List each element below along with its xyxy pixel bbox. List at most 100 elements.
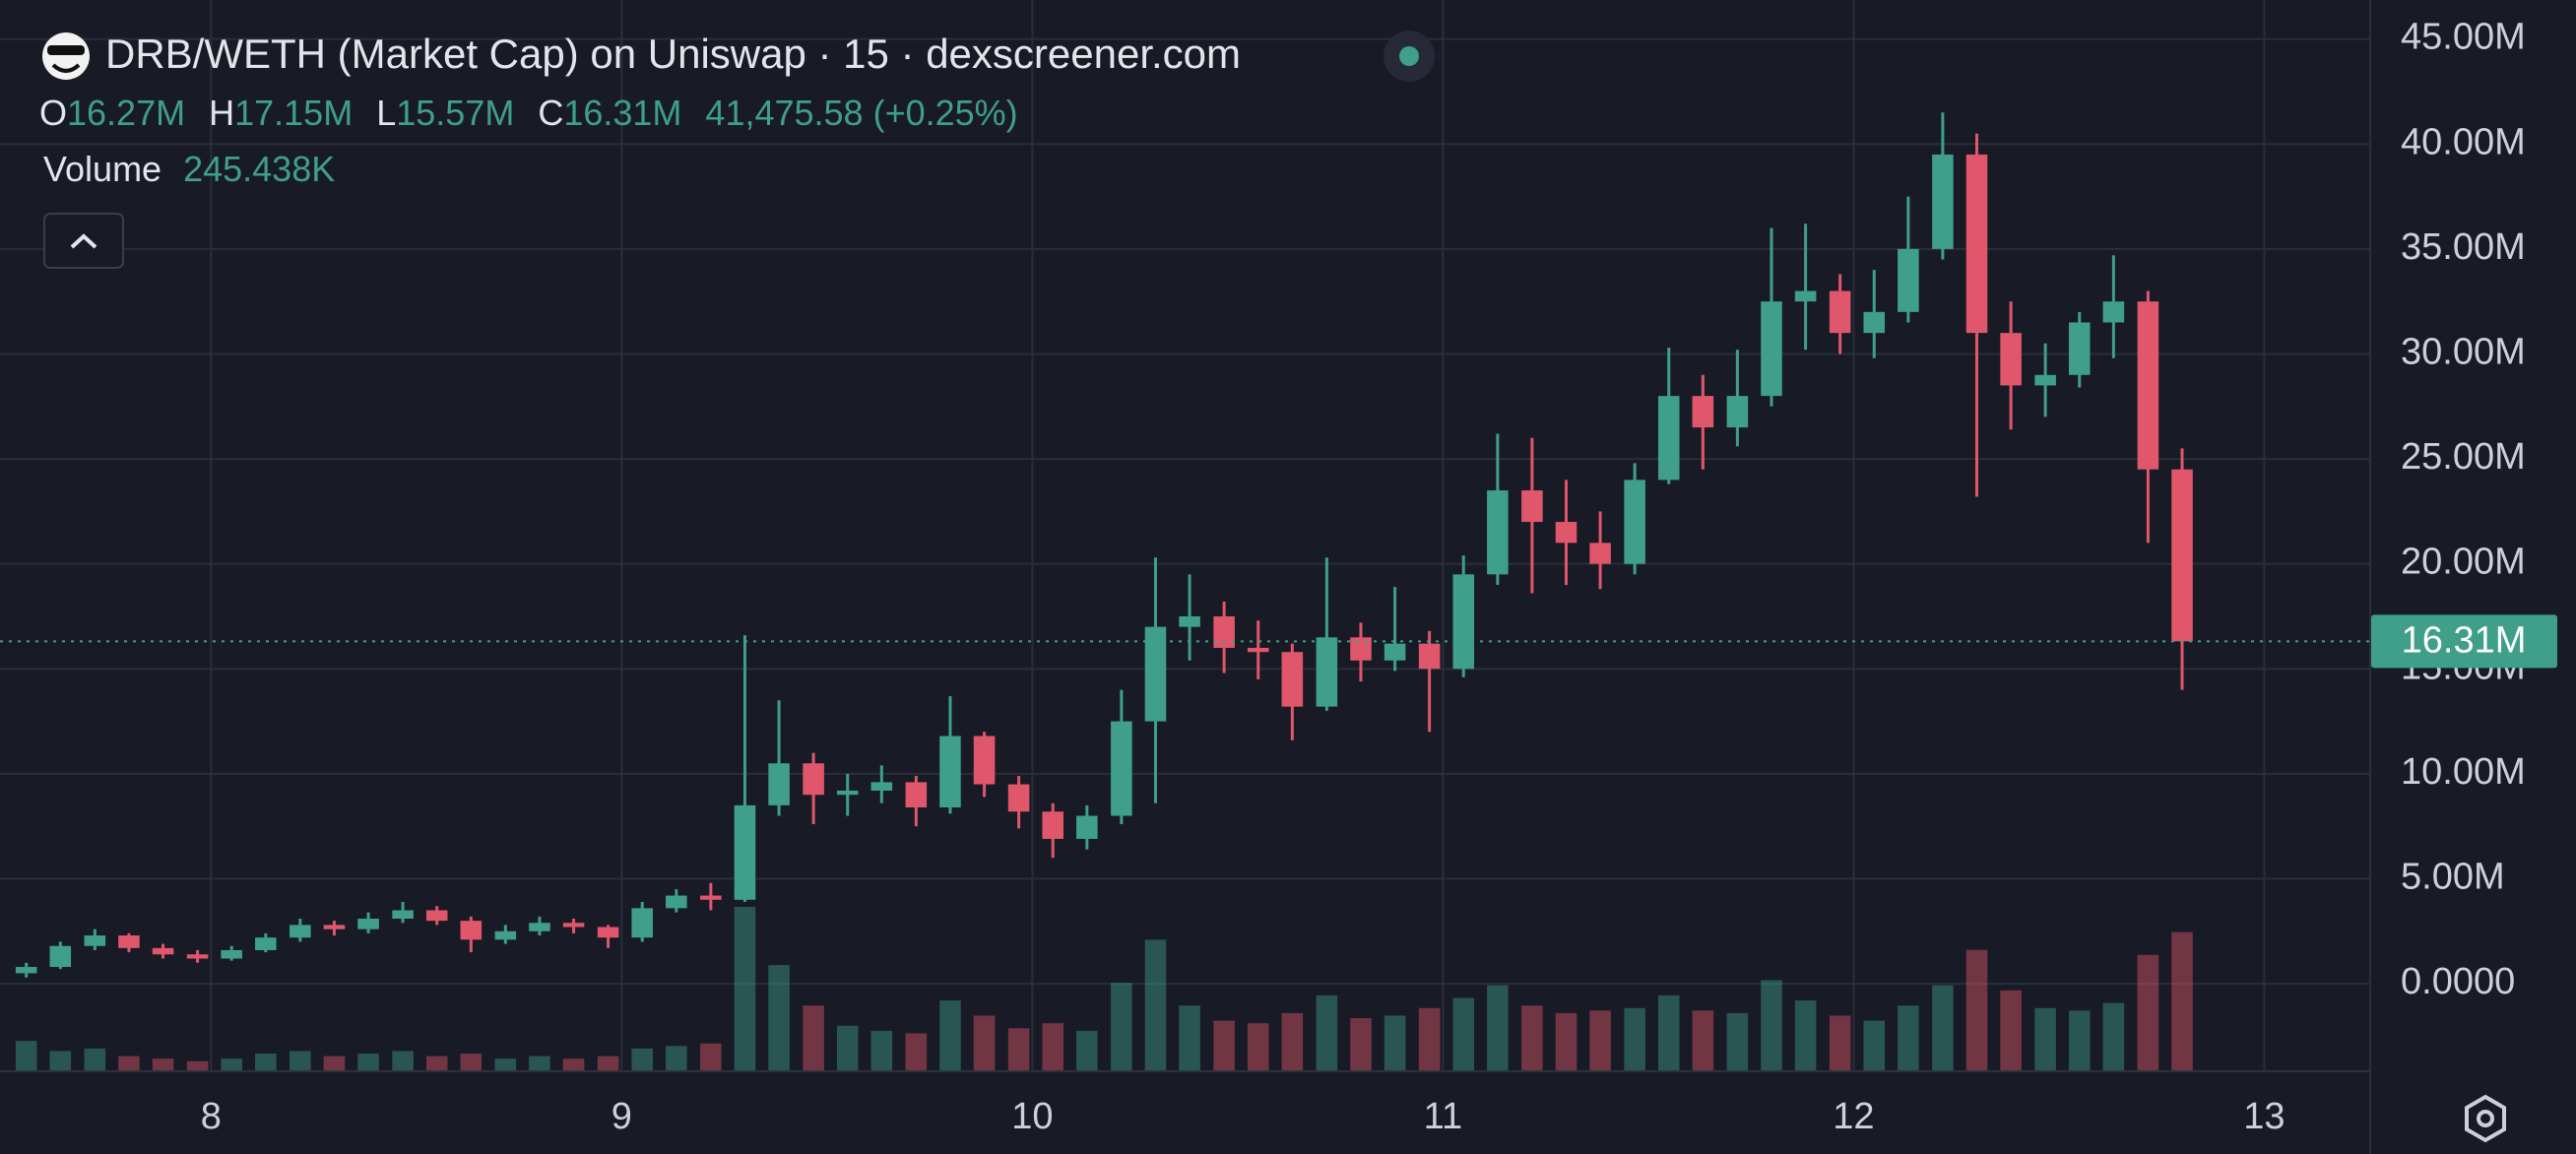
candle-body — [49, 945, 72, 968]
candle-body — [666, 895, 687, 909]
volume-bar — [494, 1058, 517, 1071]
volume-bar — [1965, 949, 1988, 1071]
candle-body — [1863, 311, 1886, 334]
h-label: H — [209, 93, 234, 133]
h-value: 17.15M — [234, 93, 353, 133]
candle-body — [255, 937, 277, 950]
o-value: 16.27M — [67, 93, 185, 133]
price-label-box — [2371, 614, 2557, 669]
volume-bar — [1657, 994, 1680, 1071]
candle-body — [2034, 374, 2056, 386]
volume-bar — [1418, 1007, 1441, 1071]
candle-body — [1281, 652, 1304, 707]
volume-bar — [803, 1005, 824, 1071]
volume-bar — [255, 1054, 277, 1071]
volume-bar — [392, 1051, 414, 1071]
candle-body — [1452, 574, 1475, 670]
change: 41,475.58 (+0.25%) — [705, 93, 1017, 133]
candle-body — [186, 954, 209, 959]
volume-bar — [2068, 1010, 2091, 1071]
volume-bar — [460, 1054, 483, 1071]
volume-bar — [1144, 939, 1167, 1071]
volume-bar — [768, 965, 790, 1071]
token-icon-mouth — [51, 63, 81, 73]
candle-body — [700, 895, 722, 900]
volume-bar — [700, 1043, 722, 1071]
x-tick-label: 12 — [1833, 1096, 1874, 1137]
volume-bar — [2171, 931, 2193, 1071]
volume-bar — [562, 1058, 585, 1071]
volume-bar — [15, 1041, 37, 1071]
volume-bar — [631, 1048, 653, 1071]
o-label: O — [39, 93, 67, 133]
volume-bar — [870, 1030, 893, 1071]
x-tick-label: 13 — [2243, 1096, 2285, 1137]
volume-bar — [1898, 1005, 1919, 1071]
volume-bar — [323, 1056, 346, 1071]
candle-body — [973, 736, 996, 785]
candle-body — [836, 790, 859, 796]
candle-body — [1316, 637, 1338, 707]
candle-body — [1350, 637, 1372, 661]
volume-bar — [836, 1025, 859, 1071]
candle-body — [15, 967, 37, 974]
volume-bar — [1350, 1018, 1372, 1071]
volume-bar — [1521, 1005, 1543, 1071]
y-tick-label: 5.00M — [2401, 857, 2505, 898]
candle-body — [1657, 396, 1680, 481]
volume-bar — [905, 1033, 928, 1071]
candle-body — [1418, 643, 1441, 670]
candle-body — [1179, 615, 1200, 627]
candle-body — [1213, 615, 1235, 648]
volume-bar — [1726, 1012, 1749, 1071]
volume-bar — [1829, 1015, 1851, 1071]
candle-body — [1761, 301, 1782, 397]
candle-body — [1589, 543, 1611, 564]
volume-label: Volume — [43, 149, 161, 189]
collapse-button[interactable] — [43, 213, 124, 269]
candle-body — [1726, 396, 1749, 428]
volume-value: 245.438K — [183, 149, 335, 189]
candle-body — [425, 910, 448, 922]
settings-icon-center — [2477, 1110, 2494, 1127]
candle-body — [1624, 480, 1645, 564]
y-tick-label: 25.00M — [2401, 436, 2526, 478]
settings-icon — [2465, 1094, 2506, 1143]
volume-bar — [1316, 994, 1338, 1071]
candle-body — [1965, 154, 1988, 334]
candle-body — [562, 923, 585, 928]
status-dot — [1399, 46, 1419, 66]
c-value: 16.31M — [563, 93, 681, 133]
volume-bar — [357, 1054, 379, 1071]
volume-bar — [2137, 954, 2159, 1071]
y-tick-label: 10.00M — [2401, 751, 2526, 793]
candle-body — [939, 736, 961, 807]
volume-bar — [1692, 1010, 1714, 1071]
volume-bar — [1213, 1020, 1235, 1071]
c-label: C — [538, 93, 563, 133]
settings-button[interactable] — [2465, 1094, 2506, 1143]
l-value: 15.57M — [396, 93, 514, 133]
candle-body — [1794, 290, 1817, 302]
candle-body — [290, 925, 311, 938]
candle-body — [1111, 721, 1132, 816]
ohlc-row: O16.27M H17.15M L15.57M C16.31M 41,475.5… — [39, 93, 1018, 133]
volume-bars — [15, 907, 2193, 1071]
candle-body — [1521, 490, 1543, 523]
candle-body — [460, 921, 483, 940]
candle-body — [1144, 626, 1167, 722]
candle-body — [152, 947, 174, 955]
candle-body — [734, 804, 756, 900]
x-tick-label: 9 — [612, 1096, 632, 1137]
volume-bar — [1452, 997, 1475, 1071]
candle-body — [2068, 322, 2091, 375]
l-label: L — [376, 93, 396, 133]
volume-bar — [1076, 1030, 1098, 1071]
volume-bar — [1624, 1007, 1645, 1071]
volume-bar — [1589, 1010, 1611, 1071]
volume-bar — [425, 1056, 448, 1071]
candle-body — [1076, 815, 1098, 839]
volume-bar — [49, 1051, 72, 1071]
volume-bar — [186, 1060, 209, 1071]
candle-body — [1384, 643, 1406, 661]
